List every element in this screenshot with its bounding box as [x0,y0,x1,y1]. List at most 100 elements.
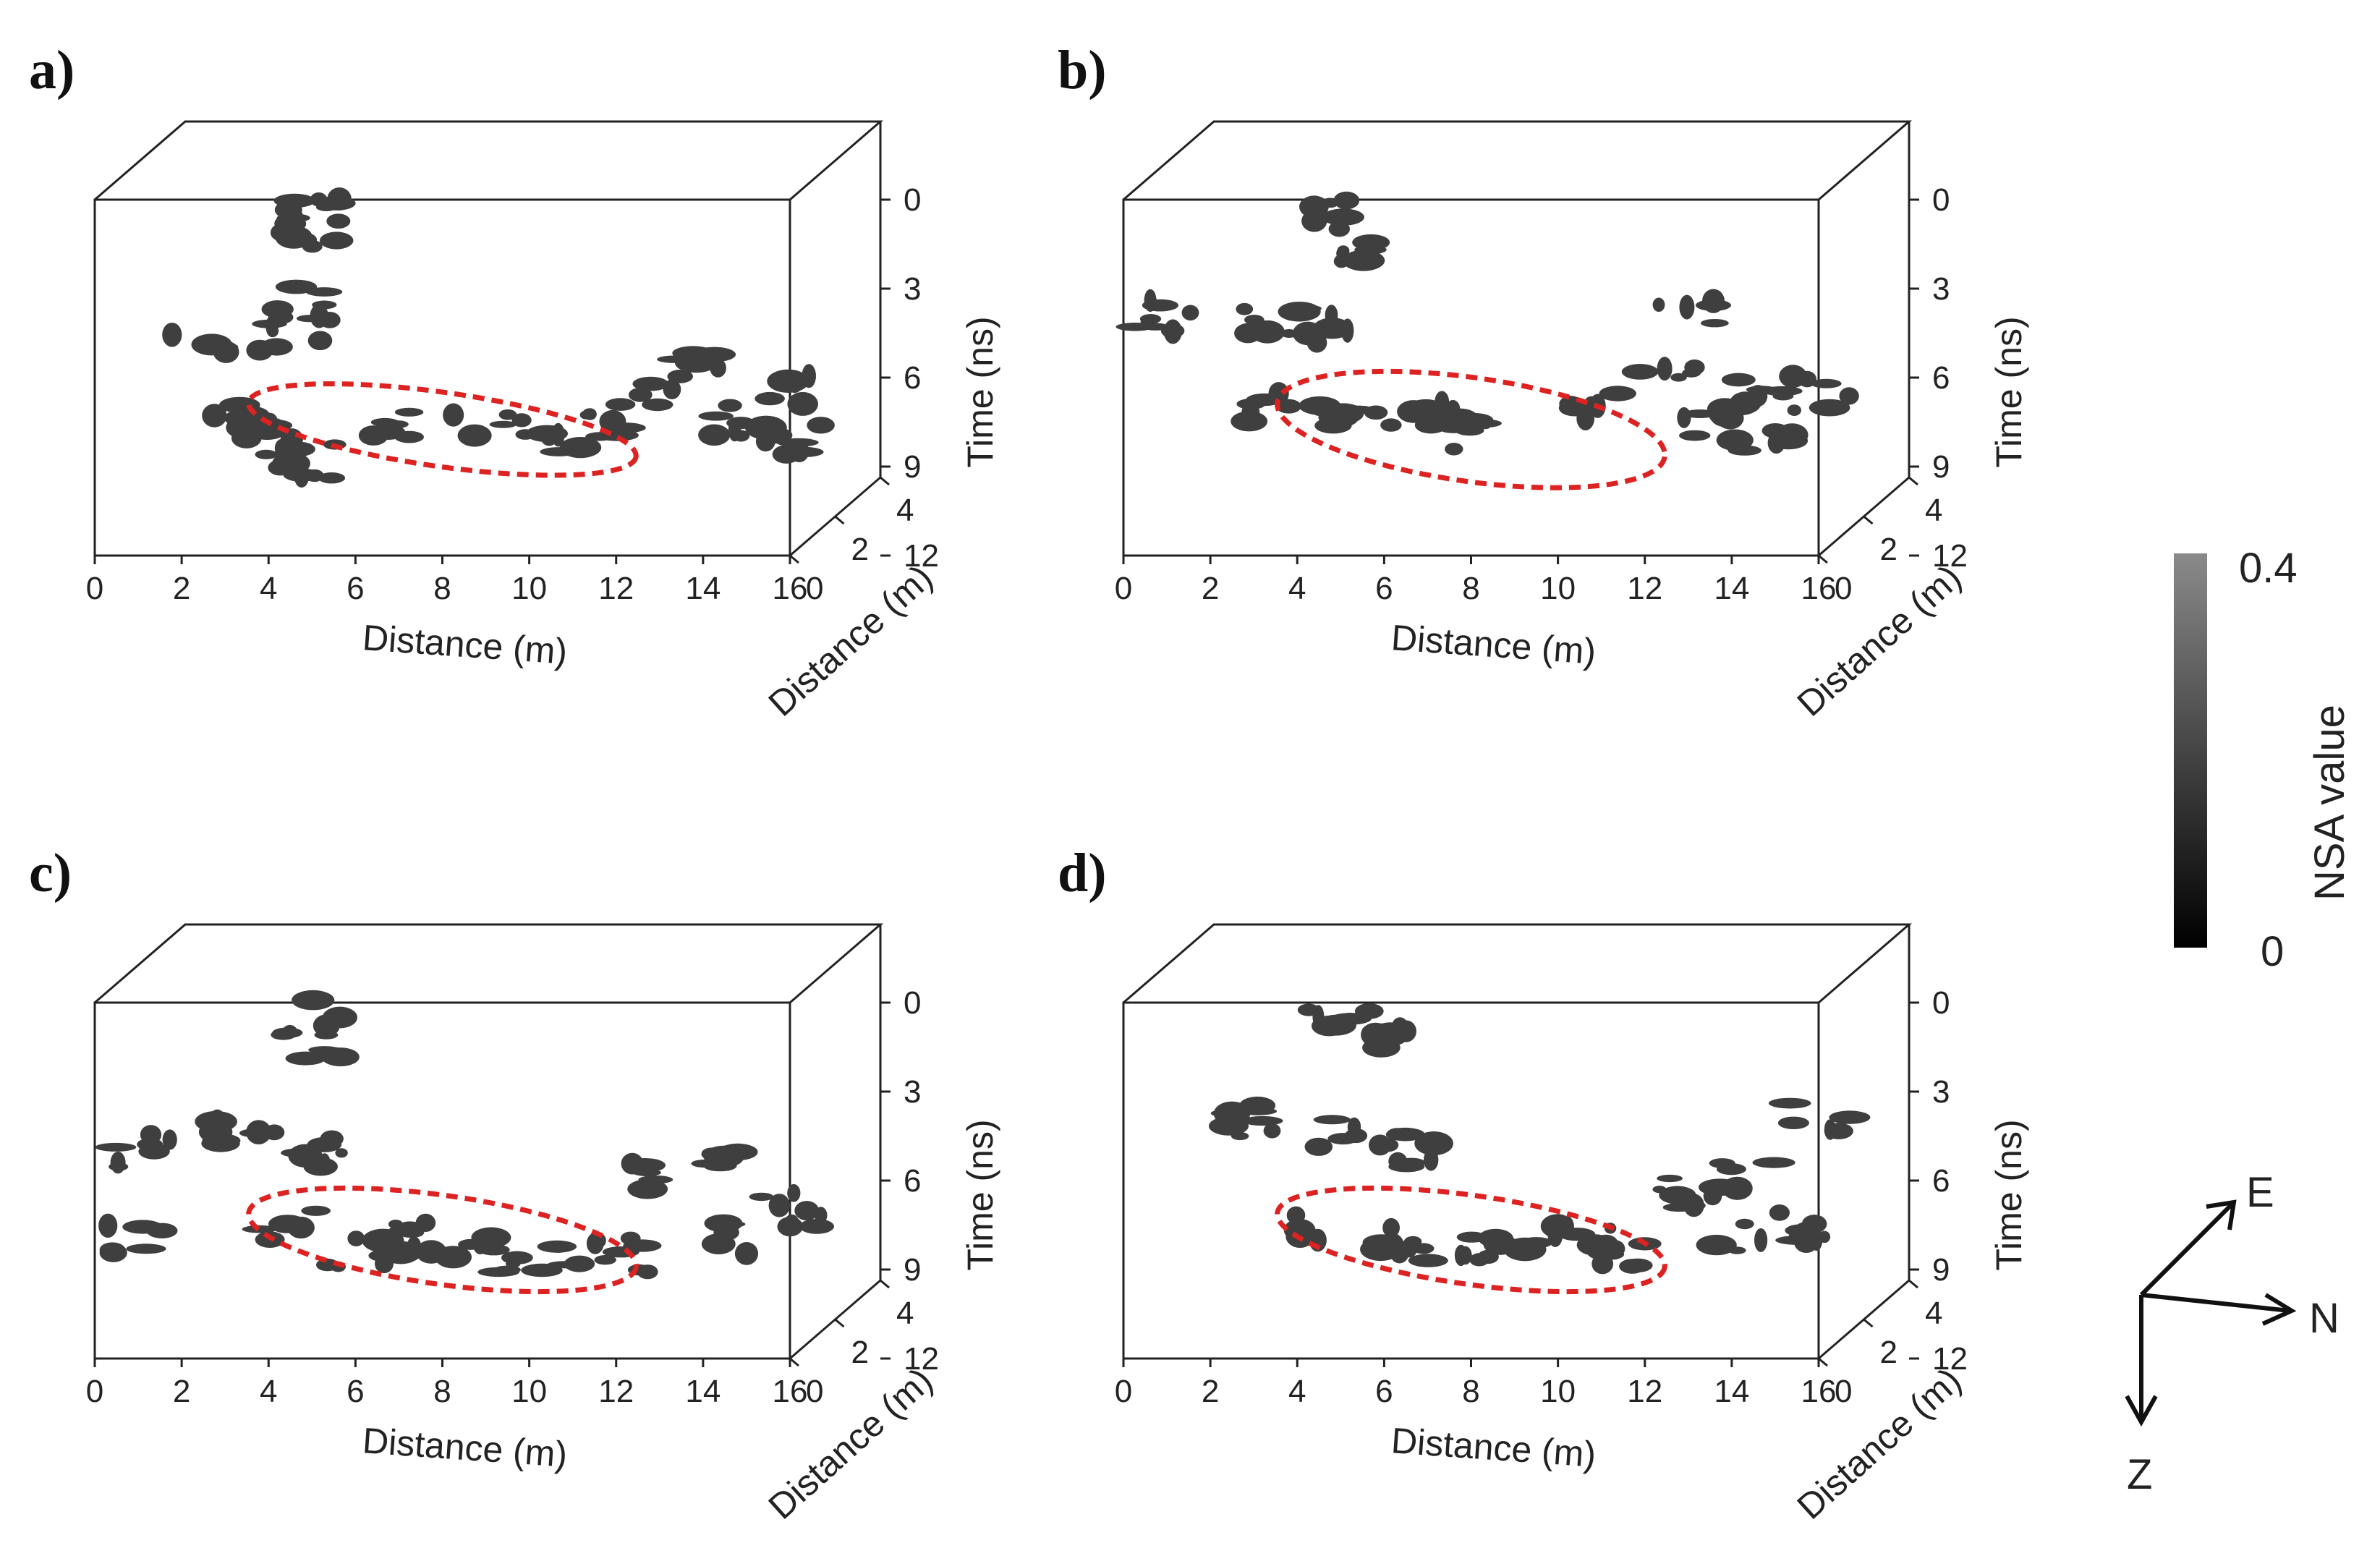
cluster-mark [1358,255,1382,265]
x-tick-label: 6 [347,571,364,606]
cluster-mark [755,391,785,406]
cluster-mark [1301,210,1327,232]
depth-tick-mark [880,1279,890,1289]
cluster-mark [1397,1157,1426,1168]
depth-arrowhead [2125,1395,2158,1427]
cluster-mark [335,1148,348,1158]
time-tick-label: 0 [904,985,921,1021]
top-face [1123,923,1913,1004]
cluster-mark [191,333,232,356]
time-tick-label: 6 [1932,360,1950,396]
cluster-mark [1246,393,1283,407]
cluster-mark [467,429,492,438]
cluster-mark [1722,1183,1748,1197]
cluster-mark [1576,406,1595,430]
front-face [93,1001,791,1360]
cluster-mark [263,1124,285,1141]
cluster-mark [802,364,816,388]
cluster-mark [1333,191,1360,210]
cluster-mark [768,1194,791,1217]
time-tick-label: 3 [1932,271,1950,307]
cluster-mark [1824,1119,1836,1140]
x-tick-label: 4 [1288,1374,1306,1409]
x-axis: 0 2 4 6 8 10 12 14 16 [86,1359,808,1409]
cluster-mark [1414,1131,1453,1156]
cluster-mark [1241,402,1260,422]
x-tick-label: 16 [773,1374,808,1409]
cluster-mark [371,424,406,440]
x-tick-label: 2 [1202,571,1219,606]
cluster-mark [1160,323,1185,339]
time-tick-label: 6 [904,1163,921,1199]
cluster-mark [1783,428,1802,443]
x-tick-label: 10 [1540,1374,1576,1409]
depth-tick-label: 4 [896,493,914,528]
x-axis-label: Distance (m) [1390,617,1597,672]
cluster-mark [1337,245,1350,257]
top-face [1123,120,1913,201]
cluster-mark [1396,1020,1416,1042]
cluster-mark [1520,1237,1553,1249]
cluster-mark [1752,1157,1795,1168]
cluster-mark [1768,1097,1811,1109]
cluster-mark [415,1240,447,1264]
cluster-mark [1466,419,1502,428]
cluster-mark [799,1219,834,1234]
x-tick-label: 0 [86,1374,103,1409]
cluster-mark [599,409,626,433]
top-face [94,923,884,1004]
north-arrow [2141,1293,2290,1313]
x-tick-label: 4 [1288,571,1306,606]
cluster-mark [109,1162,129,1171]
colorbar: 0.4 0 NSA value [2174,545,2353,975]
time-axis: 0 3 6 9 12 [880,985,939,1377]
time-tick-label: 12 [904,1341,939,1377]
x-axis-label: Distance (m) [361,617,569,672]
cluster-mark [126,1243,166,1254]
cluster-mark [273,193,315,208]
cluster-mark [1809,399,1850,417]
cluster-mark [605,398,636,411]
cluster-mark [1435,391,1450,413]
cluster-mark [1679,430,1711,441]
cluster-mark [1328,221,1350,237]
cluster-mark [477,1244,510,1256]
cluster-mark [271,1029,297,1040]
cluster-mark [138,1143,170,1160]
cluster-mark [1788,1231,1829,1240]
x-axis: 0 2 4 6 8 10 12 14 16 [86,556,808,606]
cluster-mark [1621,364,1659,380]
cluster-mark [1380,418,1402,432]
cluster-mark [285,1051,326,1066]
anomaly-ellipse [1275,1185,1667,1295]
cluster-mark [593,1233,606,1248]
anomaly-ellipse [1275,368,1667,490]
cluster-mark [583,408,597,420]
x-tick-label: 16 [773,571,808,606]
cluster-mark [559,437,602,459]
cluster-mark [1652,297,1665,313]
cluster-mark [1339,1013,1361,1022]
x-tick-label: 6 [1375,1374,1393,1409]
x-tick-label: 16 [1801,571,1837,606]
depth-tick-label: 2 [851,1335,869,1370]
cluster-mark [1839,387,1859,405]
cluster-mark [265,315,279,337]
north-arrowhead [2261,1293,2297,1326]
cluster-mark [807,417,835,434]
cluster-mark [1721,373,1756,387]
cluster-mark [1683,1194,1704,1217]
cluster-mark [786,370,804,394]
cluster-mark [1787,404,1801,416]
x-axis-label: Distance (m) [1390,1420,1597,1475]
cluster-mark [1727,445,1761,456]
cluster-mark [732,430,750,442]
cluster-mark [1709,1158,1735,1168]
cluster-mark [1657,1174,1683,1183]
cluster-mark [632,376,669,391]
cluster-mark [302,240,323,253]
cluster-mark [1477,1249,1499,1264]
cluster-mark [443,403,464,427]
